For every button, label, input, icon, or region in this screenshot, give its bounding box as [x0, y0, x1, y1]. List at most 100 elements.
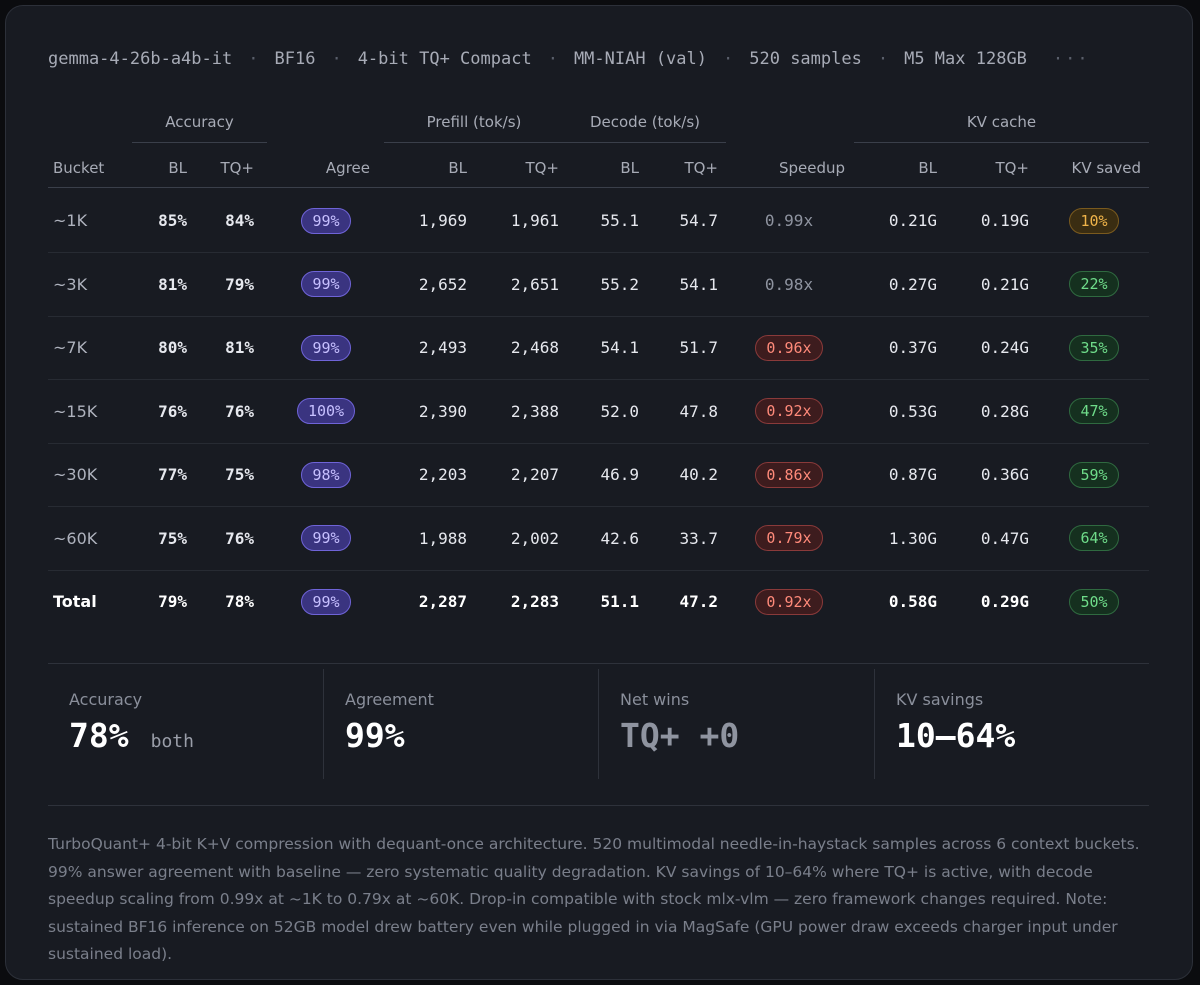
kv-saved-badge: 35%: [1069, 334, 1119, 361]
speedup-badge: 0.92x: [755, 398, 823, 424]
cell-kv-bl: 0.27G: [854, 253, 937, 316]
meta-quant: 4-bit TQ+ Compact: [357, 49, 532, 69]
meta-dataset: MM-NIAH (val): [573, 49, 707, 69]
kv-tq-value: 0.47G: [980, 528, 1029, 548]
stat-divider: [598, 669, 599, 779]
cell-kv-bl: 0.53G: [854, 380, 937, 443]
stat-agreement-label: Agreement: [345, 690, 434, 709]
agree-badge: 99%: [301, 525, 351, 551]
kv-tq-value: 0.21G: [980, 274, 1029, 294]
dec-bl-value: 54.1: [600, 338, 639, 357]
kv-bl-value: 0.21G: [888, 211, 937, 230]
cell-speedup: 0.79x: [748, 507, 830, 570]
acc-bl-value: 80%: [158, 338, 187, 357]
cell-bucket: ~15K: [53, 380, 123, 443]
stat-agreement-value: 99%: [345, 716, 405, 755]
footnote: TurboQuant+ 4-bit K+V compression with d…: [48, 835, 1140, 963]
kv-bl-value: 0.27G: [888, 274, 937, 294]
agree-badge: 98%: [301, 461, 351, 488]
cell-pre-tq: 2,651: [478, 253, 559, 316]
kv-tq-value: 0.24G: [980, 338, 1029, 357]
cell-speedup: 0.86x: [748, 443, 830, 506]
cell-dec-tq: 54.1: [648, 253, 718, 316]
cell-acc-bl: 79%: [132, 570, 187, 633]
table-row: ~3K 81% 79% 99% 2,652 2,651 55.2 54.1 0.98x 0.27G…: [48, 253, 1149, 317]
cell-agree: 98%: [288, 443, 364, 506]
cell-pre-bl: 2,493: [384, 316, 467, 379]
cell-agree: 99%: [288, 570, 364, 633]
pre-tq-value: 2,468: [510, 338, 559, 357]
speedup-badge: 0.86x: [755, 461, 823, 488]
meta-separator: ·: [331, 49, 342, 69]
cell-pre-bl: 1,969: [384, 189, 467, 252]
meta-samples: 520 samples: [749, 49, 862, 69]
speedup-value: 0.98x: [764, 274, 814, 294]
meta-separator: ·: [547, 49, 558, 69]
kv-tq-value: 0.28G: [980, 401, 1029, 421]
acc-bl-value: 85%: [158, 211, 187, 230]
col-acc-tq: TQ+: [220, 159, 254, 177]
cell-dec-tq: 54.7: [648, 189, 718, 252]
cell-acc-tq: 79%: [198, 253, 254, 316]
meta-precision: BF16: [274, 49, 316, 69]
dec-bl-value: 46.9: [600, 465, 639, 484]
speedup-value: 0.99x: [764, 211, 814, 230]
cell-kv-saved: 22%: [1058, 253, 1130, 316]
cell-kv-tq: 0.28G: [948, 380, 1029, 443]
acc-bl-value: 77%: [158, 465, 187, 484]
agree-badge: 99%: [301, 207, 351, 234]
pre-tq-value: 2,207: [510, 465, 559, 484]
cell-kv-tq: 0.21G: [948, 253, 1029, 316]
cell-agree: 100%: [288, 380, 364, 443]
cell-speedup: 0.99x: [748, 189, 830, 252]
run-meta-line: gemma-4-26b-a4b-it · BF16 · 4-bit TQ+ Co…: [48, 44, 1158, 74]
meta-separator: ·: [723, 49, 734, 69]
speedup-badge: 0.79x: [755, 525, 823, 551]
cell-kv-tq: 0.47G: [948, 507, 1029, 570]
pre-bl-value: 2,203: [418, 465, 467, 484]
cell-pre-tq: 2,207: [478, 443, 559, 506]
cell-bucket: ~30K: [53, 443, 123, 506]
cell-kv-saved: 50%: [1058, 570, 1130, 633]
group-accuracy: Accuracy: [132, 102, 267, 143]
pre-tq-value: 2,388: [510, 401, 559, 421]
dec-tq-value: 51.7: [679, 338, 718, 357]
speedup-badge: 0.92x: [755, 588, 823, 615]
cell-kv-tq: 0.24G: [948, 316, 1029, 379]
cell-speedup: 0.98x: [748, 253, 830, 316]
stat-kv-savings-value: 10–64%: [896, 716, 1016, 755]
cell-pre-bl: 2,390: [384, 380, 467, 443]
meta-model: gemma-4-26b-a4b-it: [48, 49, 233, 69]
kv-saved-badge: 22%: [1069, 271, 1119, 297]
pre-bl-value: 2,287: [418, 592, 467, 611]
cell-acc-bl: 77%: [132, 443, 187, 506]
dec-tq-value: 33.7: [679, 528, 718, 548]
cell-kv-bl: 0.58G: [854, 570, 937, 633]
cell-dec-bl: 46.9: [568, 443, 639, 506]
stat-net-wins-value: TQ+ +0: [620, 716, 740, 755]
table-row: ~7K 80% 81% 99% 2,493 2,468 54.1 51.7 0.96x 0.37G…: [48, 316, 1149, 380]
dec-bl-value: 55.2: [600, 274, 639, 294]
kv-bl-value: 0.37G: [888, 338, 937, 357]
cell-kv-saved: 35%: [1058, 316, 1130, 379]
cell-pre-tq: 1,961: [478, 189, 559, 252]
stat-accuracy-sub: both: [150, 731, 194, 752]
pre-tq-value: 2,651: [510, 274, 559, 294]
cell-agree: 99%: [288, 189, 364, 252]
meta-hardware: M5 Max 128GB: [904, 49, 1027, 69]
stat-net-wins-label: Net wins: [620, 690, 690, 709]
pre-tq-value: 2,283: [510, 592, 559, 611]
pre-bl-value: 2,652: [418, 274, 467, 294]
dec-tq-value: 47.8: [679, 401, 718, 421]
more-icon[interactable]: ···: [1052, 49, 1090, 69]
stat-accuracy-number: 78%: [69, 716, 129, 755]
cell-pre-tq: 2,002: [478, 507, 559, 570]
cell-dec-bl: 42.6: [568, 507, 639, 570]
cell-acc-bl: 80%: [132, 316, 187, 379]
kv-saved-badge: 59%: [1069, 461, 1119, 488]
cell-pre-bl: 1,988: [384, 507, 467, 570]
dec-tq-value: 40.2: [679, 465, 718, 484]
col-bucket: Bucket: [53, 159, 105, 177]
agree-badge: 100%: [296, 398, 356, 424]
cell-acc-bl: 81%: [132, 253, 187, 316]
